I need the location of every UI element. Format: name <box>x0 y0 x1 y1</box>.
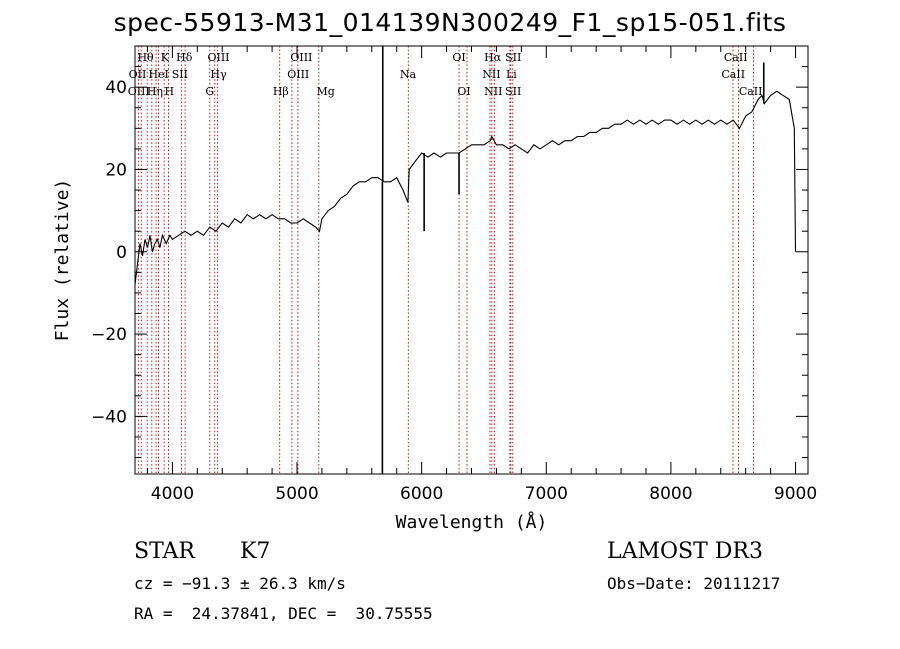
line-label-G: G <box>205 85 214 98</box>
ra-dec: RA = 24.37841, DEC = 30.75555 <box>134 604 433 623</box>
line-label-CaII: CaII <box>724 51 748 64</box>
y-tick-label-20: 20 <box>105 160 127 180</box>
line-label-SII: SII <box>505 85 521 98</box>
line-label-SII: SII <box>505 51 521 64</box>
line-label-NII: NII <box>484 85 502 98</box>
x-axis-label: Wavelength (Å) <box>396 511 548 533</box>
line-label-K: K <box>161 51 170 64</box>
obs-date: Obs−Date: 20111217 <box>607 574 781 593</box>
line-label-OI: OI <box>457 85 470 98</box>
line-label-Na: Na <box>400 68 417 81</box>
x-tick-label-6000: 6000 <box>400 484 443 504</box>
line-label-OII: OII <box>129 68 147 81</box>
line-label-OIII: OIII <box>290 51 312 64</box>
object-class: STAR <box>134 539 195 564</box>
x-tick-label-8000: 8000 <box>649 484 692 504</box>
x-tick-label-7000: 7000 <box>525 484 568 504</box>
line-label-OIII: OIII <box>287 68 309 81</box>
line-label-Hβ: Hβ <box>273 85 289 98</box>
spectrum-line <box>135 90 797 285</box>
line-label-OI: OI <box>452 51 465 64</box>
line-label-Li: Li <box>506 68 517 81</box>
y-axis-label: Flux (relative) <box>52 179 73 342</box>
line-label-Hθ: Hθ <box>137 51 154 64</box>
y-tick-label--40: −40 <box>91 407 127 427</box>
chart-title: spec-55913-M31_014139N300249_F1_sp15-051… <box>113 8 787 37</box>
line-label-NII: NII <box>482 68 500 81</box>
line-label-CaII: CaII <box>721 68 745 81</box>
line-label-Hα: Hα <box>484 51 502 64</box>
line-label-Hη: Hη <box>147 85 163 98</box>
redshift-cz: cz = −91.3 ± 26.3 km/s <box>134 574 346 593</box>
object-subclass: K7 <box>240 539 271 564</box>
y-tick-label-0: 0 <box>116 243 127 263</box>
survey-name: LAMOST DR3 <box>607 539 763 564</box>
x-tick-label-5000: 5000 <box>275 484 318 504</box>
line-label-OIII: OIII <box>128 85 150 98</box>
line-label-Mg: Mg <box>317 85 335 98</box>
plot-frame <box>134 45 809 475</box>
line-label-Hδ: Hδ <box>176 51 193 64</box>
line-label-OIII: OIII <box>207 51 229 64</box>
line-label-CaII: CaII <box>739 85 763 98</box>
y-tick-label-40: 40 <box>105 78 127 98</box>
x-tick-label-9000: 9000 <box>774 484 817 504</box>
line-label-HeI: HeI <box>148 68 168 81</box>
y-tick-label--20: −20 <box>91 325 127 345</box>
line-label-H: H <box>164 85 174 98</box>
line-label-Hγ: Hγ <box>210 68 227 81</box>
line-label-SII: SII <box>172 68 188 81</box>
x-tick-label-4000: 4000 <box>151 484 194 504</box>
